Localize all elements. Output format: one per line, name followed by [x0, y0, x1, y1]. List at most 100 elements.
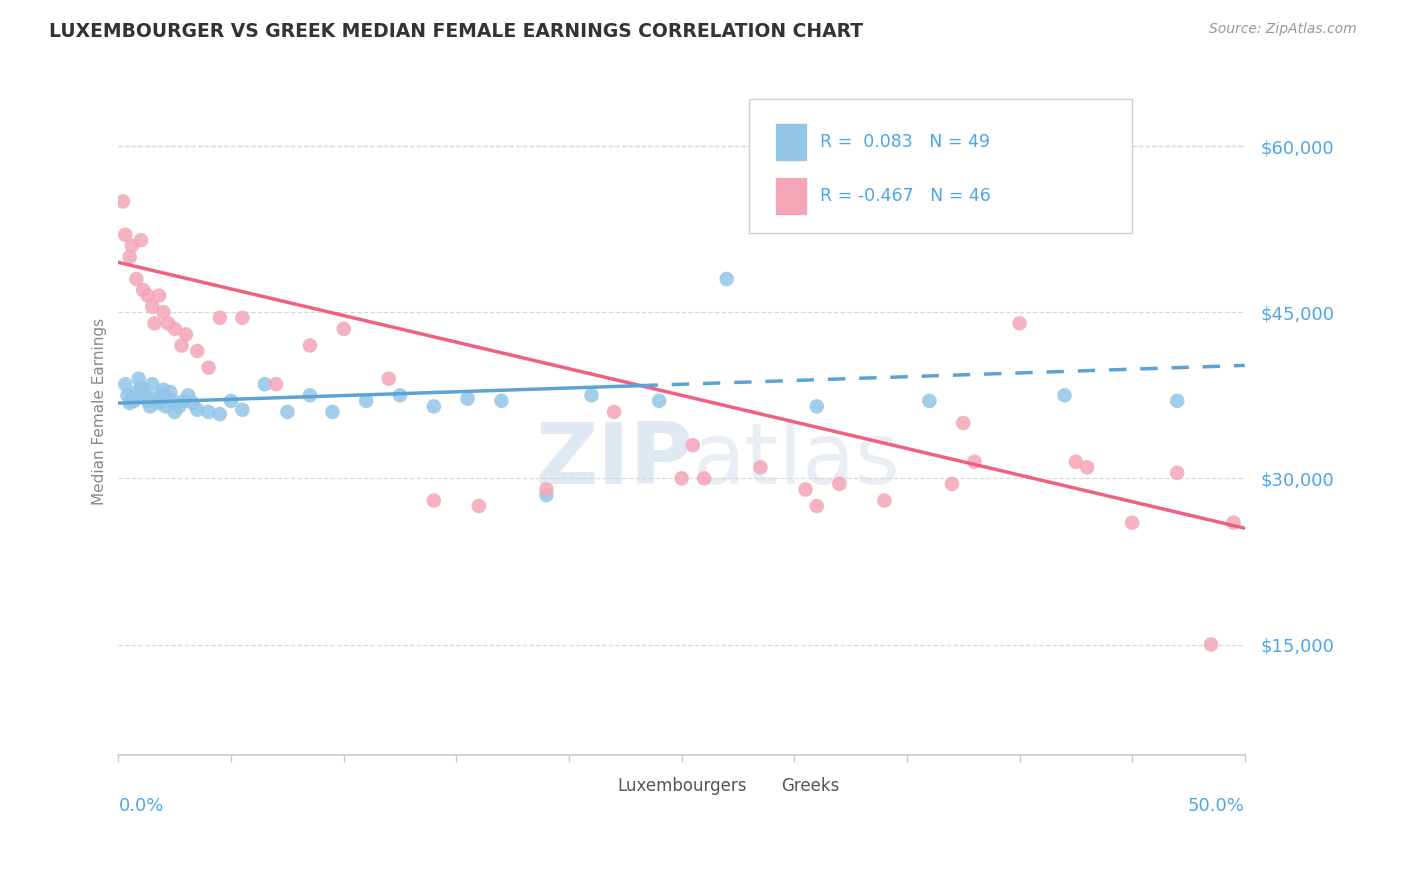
- Point: [132, 283, 155, 297]
- Point: [219, 393, 242, 408]
- Point: [682, 438, 704, 452]
- Point: [603, 405, 626, 419]
- Point: [128, 372, 150, 386]
- Point: [536, 483, 558, 497]
- Point: [167, 400, 190, 414]
- Point: [170, 338, 193, 352]
- Point: [111, 194, 134, 209]
- Point: [134, 388, 156, 402]
- Point: [152, 383, 174, 397]
- Point: [354, 393, 377, 408]
- Point: [150, 388, 173, 402]
- Point: [491, 393, 513, 408]
- Point: [1053, 388, 1076, 402]
- Text: 50.0%: 50.0%: [1188, 797, 1244, 814]
- Point: [143, 316, 166, 330]
- Point: [125, 272, 148, 286]
- Point: [141, 300, 163, 314]
- FancyBboxPatch shape: [749, 99, 1132, 234]
- Point: [231, 310, 253, 325]
- Text: atlas: atlas: [693, 418, 901, 501]
- Point: [122, 393, 145, 408]
- Point: [132, 383, 155, 397]
- Point: [1076, 460, 1098, 475]
- Point: [941, 477, 963, 491]
- Text: Luxembourgers: Luxembourgers: [617, 777, 747, 795]
- Point: [806, 400, 828, 414]
- Point: [378, 372, 401, 386]
- Y-axis label: Median Female Earnings: Median Female Earnings: [93, 318, 107, 506]
- Bar: [586, 774, 609, 797]
- Point: [264, 377, 287, 392]
- Point: [828, 477, 851, 491]
- Point: [749, 460, 772, 475]
- Point: [208, 310, 231, 325]
- Point: [1008, 316, 1031, 330]
- Point: [125, 384, 148, 399]
- Point: [141, 377, 163, 392]
- Point: [136, 288, 159, 302]
- Point: [693, 471, 716, 485]
- Bar: [749, 774, 772, 797]
- Point: [423, 400, 446, 414]
- Text: ZIP: ZIP: [536, 418, 693, 501]
- Text: R =  0.083   N = 49: R = 0.083 N = 49: [820, 133, 990, 151]
- Point: [1166, 393, 1188, 408]
- Point: [1222, 516, 1244, 530]
- Point: [163, 322, 186, 336]
- Point: [648, 393, 671, 408]
- Point: [1121, 516, 1143, 530]
- Point: [117, 388, 139, 402]
- Point: [148, 396, 170, 410]
- Point: [148, 288, 170, 302]
- Point: [952, 416, 974, 430]
- Point: [156, 316, 179, 330]
- Text: LUXEMBOURGER VS GREEK MEDIAN FEMALE EARNINGS CORRELATION CHART: LUXEMBOURGER VS GREEK MEDIAN FEMALE EARN…: [49, 22, 863, 41]
- Point: [1199, 638, 1222, 652]
- Point: [298, 388, 321, 402]
- Point: [177, 388, 200, 402]
- Point: [253, 377, 276, 392]
- Point: [162, 393, 184, 408]
- Point: [1064, 455, 1087, 469]
- Point: [963, 455, 986, 469]
- Point: [276, 405, 298, 419]
- Text: R = -0.467   N = 46: R = -0.467 N = 46: [820, 186, 991, 204]
- Point: [536, 488, 558, 502]
- Point: [174, 327, 197, 342]
- Point: [332, 322, 354, 336]
- Point: [197, 405, 219, 419]
- Point: [231, 402, 253, 417]
- Point: [121, 392, 143, 406]
- Point: [716, 272, 738, 286]
- Point: [581, 388, 603, 402]
- Point: [208, 407, 231, 421]
- Point: [129, 380, 152, 394]
- Point: [156, 392, 179, 406]
- Point: [143, 392, 166, 406]
- Point: [152, 305, 174, 319]
- Text: Source: ZipAtlas.com: Source: ZipAtlas.com: [1209, 22, 1357, 37]
- Point: [918, 393, 941, 408]
- Point: [671, 471, 693, 485]
- Point: [457, 392, 479, 406]
- Point: [159, 384, 181, 399]
- Point: [468, 499, 491, 513]
- Point: [197, 360, 219, 375]
- Point: [121, 239, 143, 253]
- Text: 0.0%: 0.0%: [118, 797, 165, 814]
- Point: [806, 499, 828, 513]
- Point: [129, 233, 152, 247]
- Point: [114, 227, 136, 242]
- Point: [423, 493, 446, 508]
- Point: [118, 250, 141, 264]
- Point: [298, 338, 321, 352]
- Point: [794, 483, 817, 497]
- Text: Greeks: Greeks: [780, 777, 839, 795]
- Point: [163, 405, 186, 419]
- Point: [118, 396, 141, 410]
- Point: [136, 393, 159, 408]
- Point: [139, 400, 162, 414]
- Point: [114, 377, 136, 392]
- Point: [873, 493, 896, 508]
